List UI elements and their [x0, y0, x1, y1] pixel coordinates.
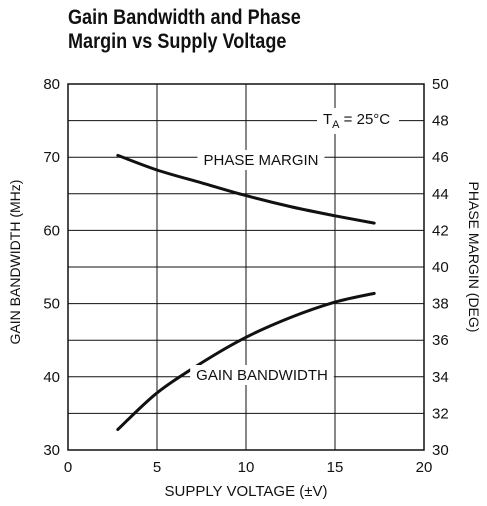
y-right-tick-label: 34	[432, 369, 449, 386]
y-right-tick-label: 44	[432, 186, 449, 203]
y-right-tick-label: 32	[432, 405, 449, 422]
y-left-tick-label: 60	[43, 222, 60, 239]
annotation-rest: = 25°C	[340, 111, 391, 128]
series-layer	[116, 153, 376, 431]
y-left-tick-label: 40	[43, 369, 60, 386]
y-left-tick-label: 70	[43, 149, 60, 166]
y-left-tick-label: 80	[43, 76, 60, 93]
x-tick-label: 10	[238, 459, 255, 476]
y-axis-label-right: PHASE MARGIN (DEG)	[466, 182, 482, 333]
tick-labels: 0 5 10 15 2030405060708030323436384042444648…	[43, 76, 448, 476]
series-label-background	[197, 150, 325, 170]
chart-title-line-2: Margin vs Supply Voltage	[68, 30, 287, 53]
grid-lines	[68, 84, 424, 450]
y-right-tick-label: 46	[432, 149, 449, 166]
annotation-sub: A	[332, 119, 340, 131]
chart-title-line-1: Gain Bandwidth and Phase	[68, 6, 301, 29]
series-label-gain-bandwidth: GAIN BANDWIDTH	[196, 367, 328, 384]
annotation-main: T	[323, 111, 332, 128]
series-label-phase-margin: PHASE MARGIN	[203, 152, 318, 169]
y-axis-label-left: GAIN BANDWIDTH (MHz)	[7, 180, 23, 345]
y-left-tick-label: 30	[43, 442, 60, 459]
series-line-phase-margin	[116, 153, 376, 225]
y-right-tick-label: 42	[432, 222, 449, 239]
y-right-tick-label: 30	[432, 442, 449, 459]
series-labels: PHASE MARGIN GAIN BANDWIDTH	[190, 150, 334, 385]
series-label-background	[190, 365, 334, 385]
annotation-background	[317, 108, 399, 134]
x-tick-label: 15	[327, 459, 344, 476]
plot-frame	[67, 83, 425, 451]
x-axis-label: SUPPLY VOLTAGE (±V)	[164, 483, 327, 500]
y-right-tick-label: 40	[432, 259, 449, 276]
y-left-tick-label: 50	[43, 296, 60, 313]
x-tick-label: 20	[416, 459, 433, 476]
y-right-tick-label: 48	[432, 113, 449, 130]
y-right-tick-label: 36	[432, 332, 449, 349]
chart-title: Gain Bandwidth and Phase Margin vs Suppl…	[68, 6, 301, 54]
temperature-annotation: TA = 25°C	[323, 111, 390, 131]
series-line-gain-bandwidth	[116, 291, 376, 431]
y-right-tick-label: 38	[432, 296, 449, 313]
x-tick-label: 5	[153, 459, 161, 476]
x-tick-label: 0	[64, 459, 72, 476]
y-right-tick-label: 50	[432, 76, 449, 93]
